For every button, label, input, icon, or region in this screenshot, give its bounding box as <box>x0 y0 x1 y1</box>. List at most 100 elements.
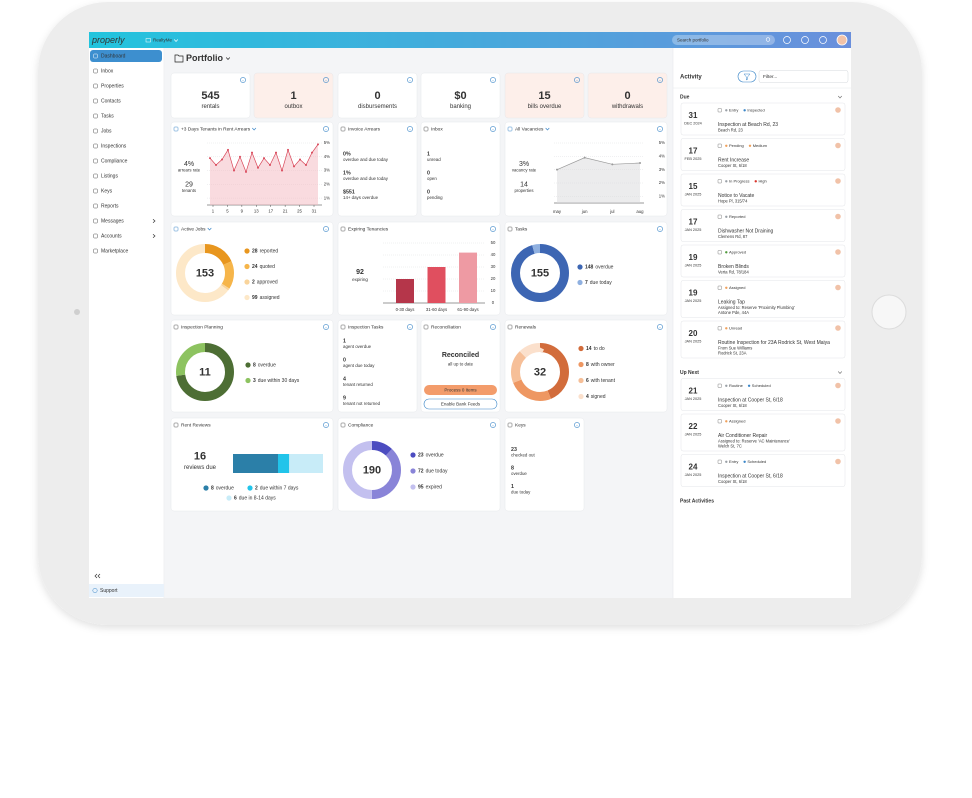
help-icon[interactable] <box>657 226 663 232</box>
nav-item[interactable]: Properties <box>101 84 124 90</box>
nav-item[interactable]: Compliance <box>101 159 128 165</box>
activity-item-detail: Assigned to: Reserve 'Proximity Plumbing… <box>718 305 795 310</box>
nav-item[interactable]: Dashboard <box>101 54 126 60</box>
help-icon[interactable] <box>490 422 496 428</box>
filter-input[interactable] <box>758 70 849 83</box>
nav-item[interactable]: Jobs <box>101 129 112 135</box>
widget-title[interactable]: All Vacancies <box>515 126 544 132</box>
x-tick-label: aug <box>636 209 644 214</box>
help-icon[interactable] <box>657 324 663 330</box>
activity-item[interactable] <box>680 138 846 171</box>
donut-segment <box>511 343 569 401</box>
stat-value: 0 <box>374 90 380 102</box>
top-icon[interactable] <box>801 36 809 44</box>
nav-item[interactable]: Keys <box>101 189 113 195</box>
widget-title[interactable]: Active Jobs <box>181 226 206 232</box>
support-row[interactable] <box>89 584 164 597</box>
filter-toggle[interactable] <box>737 70 757 83</box>
help-icon[interactable] <box>490 126 496 132</box>
help-icon[interactable] <box>657 126 663 132</box>
activity-item-title: Dishwasher Not Draining <box>718 228 774 234</box>
nav-item[interactable]: Contacts <box>101 99 121 105</box>
widget-icon <box>507 226 513 232</box>
nav-item[interactable]: Marketplace <box>101 249 128 255</box>
arrears-tenants-label: tenants <box>182 188 196 193</box>
help-icon[interactable] <box>323 422 329 428</box>
activity-item[interactable] <box>680 244 846 278</box>
top-icon[interactable] <box>819 36 827 44</box>
nav-selected <box>90 50 162 62</box>
activity-item[interactable] <box>680 413 846 452</box>
nav-item[interactable]: Inspections <box>101 144 127 150</box>
process-button[interactable] <box>424 385 497 395</box>
support-link[interactable]: Support <box>100 588 118 594</box>
help-icon[interactable] <box>323 77 329 83</box>
widget-card <box>504 417 585 512</box>
activity-item[interactable] <box>680 209 846 242</box>
row-value: 8 <box>511 465 514 471</box>
activity-item[interactable] <box>680 173 846 207</box>
nav-item[interactable]: Messages <box>101 219 124 225</box>
legend-swatch <box>577 279 583 286</box>
donut-segment <box>511 343 569 401</box>
help-icon[interactable] <box>240 77 246 83</box>
help-icon[interactable] <box>407 126 413 132</box>
legend-entry: 14 to do <box>586 346 605 352</box>
help-icon[interactable] <box>574 77 580 83</box>
activity-item-title: Inspection at Cooper St, 6/18 <box>718 397 783 403</box>
folder-icon <box>145 38 151 43</box>
stat-label: banking <box>450 104 471 110</box>
x-tick-label: jun <box>581 209 588 214</box>
nav-chevron <box>152 233 156 239</box>
activity-item[interactable] <box>680 280 846 318</box>
y-tick-label: 5% <box>324 140 330 145</box>
help-icon[interactable] <box>490 324 496 330</box>
help-icon[interactable] <box>490 226 496 232</box>
nav-item[interactable]: Accounts <box>101 234 122 240</box>
nav-item[interactable]: Tasks <box>101 114 114 120</box>
help-icon[interactable] <box>407 324 413 330</box>
activity-tag: Entry <box>729 459 738 464</box>
help-icon[interactable] <box>574 422 580 428</box>
search-icon <box>765 37 771 42</box>
collapse-icon[interactable] <box>94 573 101 579</box>
workspace-switcher[interactable]: RealtyMe <box>153 38 173 43</box>
top-icon[interactable] <box>783 36 791 44</box>
legend-entry: 6 with tenant <box>586 378 616 384</box>
row-value: 1 <box>427 151 430 157</box>
activity-tag: High <box>758 179 766 184</box>
help-icon[interactable] <box>407 77 413 83</box>
assignee-avatar <box>835 107 841 113</box>
nav-item[interactable]: Inbox <box>101 69 114 75</box>
help-icon[interactable] <box>490 77 496 83</box>
y-tick-label: 3% <box>659 167 665 172</box>
row-value: 4 <box>343 376 346 382</box>
bank-feeds-button[interactable] <box>423 398 498 410</box>
home-button[interactable] <box>871 294 907 330</box>
line-point <box>287 148 289 151</box>
activity-item[interactable] <box>680 378 846 411</box>
help-icon[interactable] <box>323 324 329 330</box>
activity-tag: Entry <box>729 108 738 113</box>
widget-title[interactable]: +3 Days Tenants in Rent Arrears <box>181 126 251 132</box>
activity-month: JAN 2025 <box>685 397 702 401</box>
activity-item-title: Leaking Tap <box>718 299 745 305</box>
tag-dot <box>725 180 728 183</box>
legend-swatch <box>410 468 416 474</box>
help-icon[interactable] <box>323 226 329 232</box>
activity-item-title: Inspection at Beach Rd, 23 <box>718 122 778 128</box>
widget-title: Inbox <box>431 126 443 132</box>
help-icon[interactable] <box>657 77 663 83</box>
nav-item[interactable]: Reports <box>101 204 119 210</box>
activity-item[interactable] <box>680 102 846 136</box>
activity-item[interactable] <box>680 454 846 487</box>
nav-item[interactable]: Listings <box>101 174 118 180</box>
search-box[interactable] <box>672 35 775 45</box>
widget-icon <box>507 324 513 330</box>
activity-item[interactable] <box>680 320 846 359</box>
activity-day: 31 <box>689 111 698 120</box>
legend-swatch <box>244 263 250 270</box>
help-icon[interactable] <box>323 126 329 132</box>
user-avatar[interactable] <box>836 34 848 46</box>
